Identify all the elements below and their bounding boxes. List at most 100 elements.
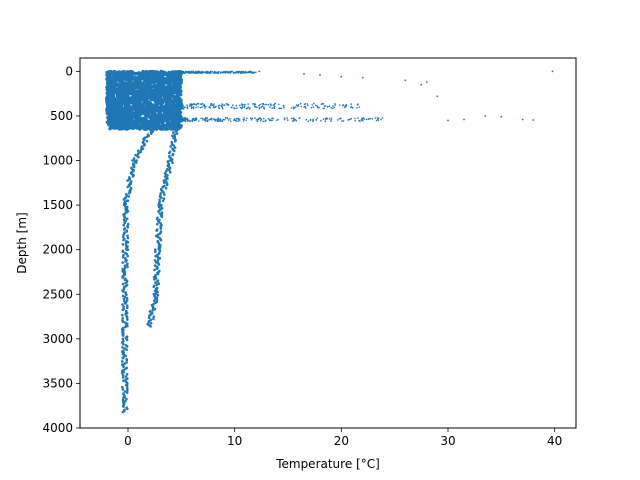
- scatter-point: [144, 116, 148, 120]
- outlier-point: [436, 95, 439, 98]
- scatter-point: [190, 106, 193, 108]
- profile-point: [126, 222, 130, 226]
- scatter-point: [110, 87, 114, 91]
- profile-point: [125, 230, 129, 233]
- scatter-point: [190, 103, 192, 106]
- profile-point: [123, 216, 127, 219]
- scatter-point: [111, 105, 115, 109]
- scatter-point: [112, 70, 116, 74]
- scatter-point: [203, 71, 205, 73]
- scatter-point: [265, 103, 267, 106]
- scatter-point: [246, 117, 248, 119]
- y-tick-label: 2000: [42, 243, 73, 257]
- scatter-point: [376, 117, 379, 119]
- scatter-point: [185, 118, 187, 121]
- scatter-point: [109, 72, 113, 76]
- scatter-point: [292, 120, 294, 122]
- profile-point: [153, 268, 156, 272]
- scatter-point: [141, 102, 145, 106]
- scatter-point: [203, 104, 206, 106]
- scatter-point: [189, 71, 191, 74]
- profile-point: [159, 192, 162, 195]
- scatter-point: [125, 111, 129, 115]
- outlier-point: [447, 119, 449, 122]
- scatter-point: [380, 118, 382, 121]
- scatter-point: [350, 105, 353, 108]
- scatter-point: [205, 117, 207, 119]
- profile-point: [156, 294, 160, 297]
- scatter-point: [290, 107, 293, 109]
- scatter-point: [152, 95, 156, 99]
- scatter-point: [211, 117, 213, 120]
- scatter-point: [274, 102, 277, 105]
- scatter-point: [114, 99, 118, 103]
- scatter-point: [286, 117, 288, 119]
- profile-point: [174, 139, 177, 143]
- scatter-point: [208, 72, 210, 74]
- profile-point: [124, 260, 127, 263]
- profile-point: [152, 302, 156, 306]
- scatter-point: [120, 112, 124, 116]
- profile-point: [125, 252, 129, 256]
- y-tick-label: 3500: [42, 376, 73, 390]
- scatter-point: [170, 111, 174, 116]
- scatter-point: [293, 118, 295, 120]
- outlier-point: [361, 76, 364, 79]
- profile-point: [157, 263, 161, 266]
- profile-point: [125, 384, 129, 388]
- scatter-point: [381, 117, 384, 119]
- profile-point: [175, 132, 179, 135]
- scatter-point: [300, 105, 303, 108]
- profile-point: [121, 294, 125, 298]
- scatter-point: [152, 124, 156, 129]
- scatter-point: [283, 118, 286, 121]
- profile-point: [125, 397, 128, 401]
- x-tick-label: 20: [334, 434, 349, 448]
- scatter-point: [244, 103, 246, 106]
- profile-point: [121, 255, 125, 259]
- scatter-point: [330, 107, 333, 109]
- x-tick-label: 10: [227, 434, 242, 448]
- scatter-point: [377, 117, 380, 119]
- scatter-point: [200, 103, 203, 106]
- scatter-point: [195, 118, 198, 121]
- scatter-point: [304, 105, 307, 108]
- scatter-point: [265, 119, 267, 121]
- x-axis-ticks: 0 10 20 30 40: [124, 428, 562, 448]
- profile-point: [126, 265, 129, 269]
- profile-point: [165, 180, 168, 184]
- scatter-point: [143, 76, 147, 80]
- scatter-point: [202, 117, 204, 120]
- scatter-point: [202, 119, 204, 121]
- scatter-point: [134, 111, 138, 115]
- scatter-point: [243, 105, 246, 107]
- scatter-point: [140, 116, 145, 120]
- scatter-point: [137, 117, 142, 121]
- scatter-point: [130, 92, 134, 96]
- profile-point: [121, 261, 124, 264]
- scatter-point: [105, 98, 109, 102]
- scatter-point: [123, 101, 127, 105]
- scatter-point: [141, 125, 145, 129]
- profile-point: [168, 151, 171, 155]
- profile-point: [153, 295, 156, 298]
- profile-point: [121, 356, 125, 360]
- profile-point: [121, 313, 124, 317]
- profile-point: [173, 149, 176, 153]
- profile-point: [162, 179, 166, 182]
- scatter-point: [229, 120, 232, 122]
- profile-point: [121, 388, 125, 391]
- scatter-point: [130, 125, 134, 129]
- scatter-point: [111, 97, 115, 101]
- scatter-point: [242, 103, 244, 106]
- scatter-point: [298, 117, 301, 119]
- scatter-point: [118, 83, 122, 87]
- scatter-point: [179, 110, 183, 115]
- scatter-point: [130, 75, 134, 79]
- scatter-point: [247, 106, 250, 108]
- scatter-point: [271, 117, 273, 119]
- scatter-point: [354, 120, 357, 122]
- scatter-point: [282, 104, 285, 107]
- scatter-point: [165, 127, 169, 131]
- profile-point: [148, 310, 152, 313]
